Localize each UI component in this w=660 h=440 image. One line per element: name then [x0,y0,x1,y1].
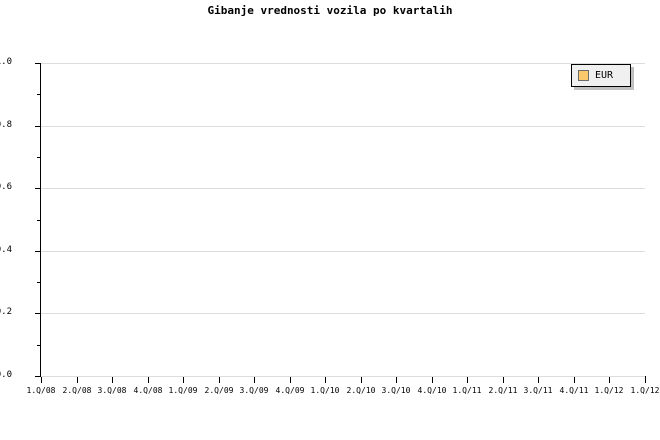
x-tick-label: 3.Q/09 [239,386,269,395]
y-tick-minor [37,156,41,158]
x-tick-label: 4.Q/09 [275,386,305,395]
y-tick-label: 0.8 [0,119,12,130]
x-tick [467,377,468,383]
gridline [41,313,645,315]
x-tick-label: 3.Q/11 [523,386,553,395]
legend-box[interactable]: EUR [571,64,631,87]
y-tick-minor [37,344,41,346]
x-tick-label: 4.Q/08 [133,386,163,395]
y-tick-label: 0.2 [0,307,12,318]
y-tick-label: 0.4 [0,244,12,255]
x-tick [112,377,113,383]
x-tick-label: 2.Q/11 [488,386,518,395]
x-tick [325,377,326,383]
y-tick-minor [37,219,41,221]
legend[interactable]: EUR [571,64,634,90]
x-tick-label: 1.Q/12 [630,386,660,395]
x-tick [361,377,362,383]
page-title: Gibanje vrednosti vozila po kvartalih [207,4,453,17]
y-tick-label: 0.0 [0,370,12,380]
y-tick-label: 1.0 [0,57,12,67]
x-tick-label: 2.Q/08 [62,386,92,395]
legend-label-eur: EUR [595,70,614,81]
y-tick-major [35,188,41,190]
gridline [41,188,645,190]
x-tick-label: 1.Q/10 [310,386,340,395]
gridline [41,125,645,127]
x-tick [254,377,255,383]
x-tick [645,377,646,383]
x-tick-label: 2.Q/09 [204,386,234,395]
x-tick-label: 1.Q/08 [26,386,56,395]
x-tick [290,377,291,383]
gridline [41,63,645,64]
y-tick-major [35,313,41,315]
y-tick-major [35,250,41,252]
plot-area [35,63,645,377]
gridline [41,250,645,252]
legend-swatch-eur [578,70,589,81]
y-tick-label: 0.6 [0,182,12,193]
x-tick-label: 1.Q/12 [594,386,624,395]
y-tick-minor [37,94,41,96]
x-tick [503,377,504,383]
x-tick [538,377,539,383]
x-tick-label: 4.Q/10 [417,386,447,395]
y-tick-minor [37,282,41,284]
x-tick [396,377,397,383]
x-tick-label: 4.Q/11 [559,386,589,395]
x-tick [148,377,149,383]
x-tick-label: 1.Q/09 [168,386,198,395]
x-tick-label: 2.Q/10 [346,386,376,395]
x-tick [77,377,78,383]
y-tick-major [35,125,41,127]
y-tick-major [35,376,41,377]
x-tick-label: 1.Q/11 [452,386,482,395]
y-tick-major [35,63,41,64]
x-tick [219,377,220,383]
x-tick [41,377,42,383]
x-tick [432,377,433,383]
gridline [41,376,645,377]
x-tick-label: 3.Q/10 [381,386,411,395]
x-tick [609,377,610,383]
x-tick [183,377,184,383]
x-tick-label: 3.Q/08 [97,386,127,395]
x-tick [574,377,575,383]
